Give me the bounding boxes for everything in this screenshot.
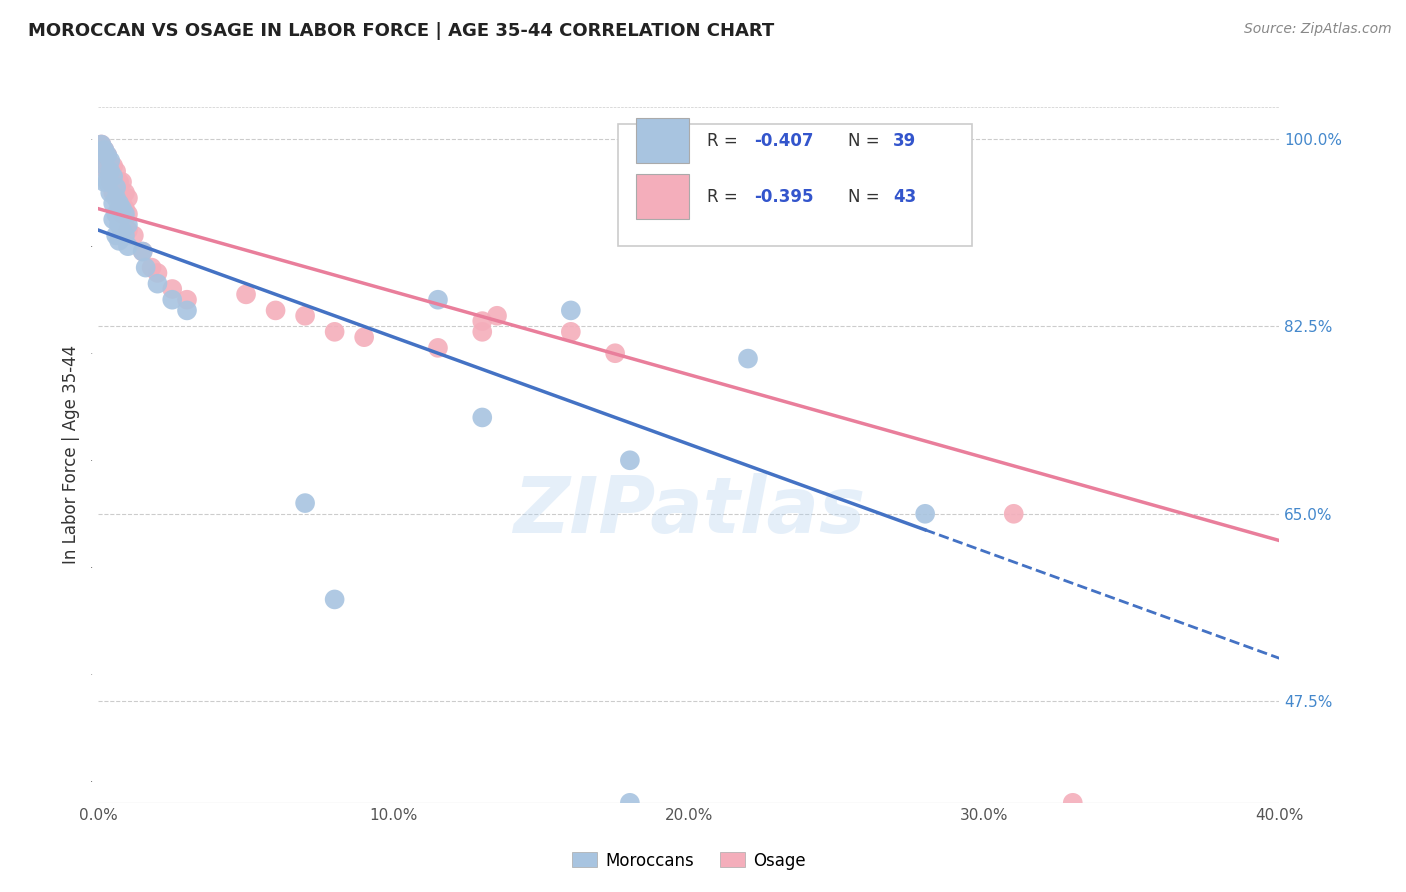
Point xyxy=(117,239,139,253)
FancyBboxPatch shape xyxy=(636,174,689,219)
Legend: Moroccans, Osage: Moroccans, Osage xyxy=(564,843,814,878)
Text: Source: ZipAtlas.com: Source: ZipAtlas.com xyxy=(1244,22,1392,37)
Point xyxy=(235,287,257,301)
Text: 39: 39 xyxy=(893,132,917,150)
Text: MOROCCAN VS OSAGE IN LABOR FORCE | AGE 35-44 CORRELATION CHART: MOROCCAN VS OSAGE IN LABOR FORCE | AGE 3… xyxy=(28,22,775,40)
Point xyxy=(471,314,494,328)
Text: R =: R = xyxy=(707,132,742,150)
Point xyxy=(108,202,131,216)
Point xyxy=(103,196,125,211)
Point xyxy=(122,228,145,243)
Point xyxy=(111,175,134,189)
FancyBboxPatch shape xyxy=(636,118,689,163)
Text: -0.395: -0.395 xyxy=(754,188,814,206)
Point xyxy=(264,303,287,318)
Point xyxy=(105,191,128,205)
Point xyxy=(353,330,375,344)
Point xyxy=(117,223,139,237)
Point xyxy=(1002,507,1025,521)
Point xyxy=(486,309,509,323)
Point xyxy=(93,143,115,157)
Point xyxy=(427,293,450,307)
Point xyxy=(108,175,131,189)
Point xyxy=(471,410,494,425)
Text: N =: N = xyxy=(848,188,886,206)
Point xyxy=(117,218,139,232)
Point xyxy=(111,223,134,237)
Point xyxy=(103,159,125,173)
Point xyxy=(105,164,128,178)
Point xyxy=(105,180,128,194)
Point xyxy=(93,159,115,173)
Text: N =: N = xyxy=(848,132,886,150)
Point xyxy=(105,228,128,243)
Point xyxy=(117,207,139,221)
Point xyxy=(176,303,198,318)
Point xyxy=(90,137,112,152)
Point xyxy=(737,351,759,366)
FancyBboxPatch shape xyxy=(619,124,973,246)
Point xyxy=(114,202,136,216)
Point xyxy=(98,175,121,189)
Point xyxy=(98,153,121,168)
Point xyxy=(176,293,198,307)
Point xyxy=(96,175,118,189)
Point xyxy=(93,175,115,189)
Text: -0.407: -0.407 xyxy=(754,132,814,150)
Text: ZIPatlas: ZIPatlas xyxy=(513,473,865,549)
Point xyxy=(427,341,450,355)
Point xyxy=(96,148,118,162)
Point xyxy=(132,244,155,259)
Point xyxy=(132,244,155,259)
Point xyxy=(90,137,112,152)
Point xyxy=(114,207,136,221)
Point xyxy=(108,218,131,232)
Point xyxy=(162,293,183,307)
Point xyxy=(93,143,115,157)
Point xyxy=(146,266,169,280)
Point xyxy=(103,169,125,184)
Point xyxy=(619,796,641,810)
Point xyxy=(98,164,121,178)
Point xyxy=(105,180,128,194)
Point xyxy=(103,186,125,200)
Point xyxy=(619,453,641,467)
Point xyxy=(141,260,163,275)
Point xyxy=(90,148,112,162)
Point xyxy=(105,207,128,221)
Point xyxy=(98,159,121,173)
Point xyxy=(111,207,134,221)
Point xyxy=(117,191,139,205)
Point xyxy=(93,153,115,168)
Text: 43: 43 xyxy=(893,188,917,206)
Point xyxy=(162,282,183,296)
Point xyxy=(146,277,169,291)
Point xyxy=(323,325,346,339)
Point xyxy=(560,303,582,318)
Point xyxy=(111,202,134,216)
Point xyxy=(114,228,136,243)
Point xyxy=(560,325,582,339)
Y-axis label: In Labor Force | Age 35-44: In Labor Force | Age 35-44 xyxy=(62,345,80,565)
Point xyxy=(914,507,936,521)
Point xyxy=(135,260,157,275)
Point xyxy=(103,169,125,184)
Point xyxy=(294,496,316,510)
Point xyxy=(108,234,131,248)
Point xyxy=(98,186,121,200)
Point xyxy=(103,212,125,227)
Point xyxy=(605,346,627,360)
Point xyxy=(1062,796,1084,810)
Point xyxy=(114,186,136,200)
Point xyxy=(96,164,118,178)
Point xyxy=(323,592,346,607)
Point xyxy=(294,309,316,323)
Point xyxy=(111,191,134,205)
Point xyxy=(108,196,131,211)
Point xyxy=(471,325,494,339)
Point xyxy=(108,191,131,205)
Point xyxy=(96,148,118,162)
Text: R =: R = xyxy=(707,188,742,206)
